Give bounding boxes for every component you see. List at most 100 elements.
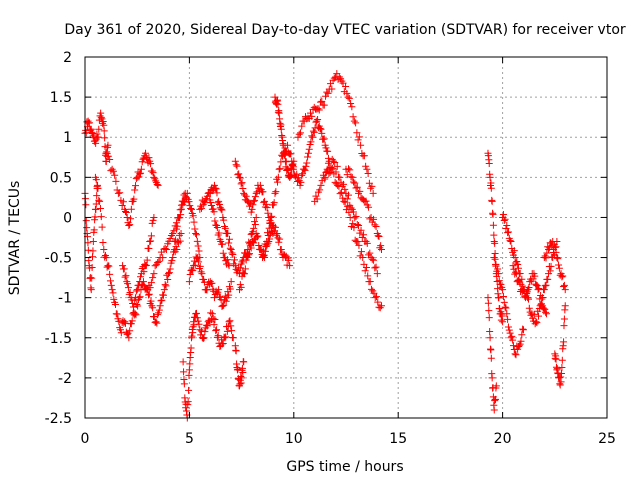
data-point-interp: [226, 285, 234, 293]
data-point-interp: [276, 235, 284, 243]
data-point: [240, 358, 248, 366]
data-point-interp: [215, 201, 223, 209]
data-point: [317, 125, 325, 133]
data-point-interp: [535, 284, 543, 292]
data-point-interp: [272, 188, 280, 196]
data-point-interp: [542, 308, 550, 316]
data-point-interp: [203, 322, 211, 330]
data-point: [294, 133, 302, 141]
data-point-interp: [195, 247, 203, 255]
data-point-interp: [543, 249, 551, 257]
data-point-interp: [226, 244, 234, 252]
data-point-interp: [556, 381, 564, 389]
data-point-interp: [93, 192, 101, 200]
data-point-interp: [490, 231, 498, 239]
data-point-interp: [347, 204, 355, 212]
data-point: [165, 270, 173, 278]
data-point: [344, 93, 352, 101]
data-point-interp: [107, 281, 115, 289]
data-point: [275, 165, 283, 173]
data-point-interp: [97, 113, 105, 121]
data-point-interp: [255, 242, 263, 250]
data-point-interp: [195, 320, 203, 328]
data-point-interp: [215, 229, 223, 237]
data-point: [150, 213, 158, 221]
data-point-interp: [218, 240, 226, 248]
data-point-interp: [166, 265, 174, 273]
data-point-interp: [502, 224, 510, 232]
data-point-interp: [526, 308, 534, 316]
data-point-interp: [308, 112, 316, 120]
data-point-interp: [324, 159, 332, 167]
data-point: [271, 189, 279, 197]
data-point: [225, 318, 233, 326]
data-point-interp: [194, 242, 202, 250]
data-point-interp: [336, 190, 344, 198]
data-point-interp: [552, 355, 560, 363]
data-point-interp: [487, 346, 495, 354]
data-point-interp: [95, 196, 103, 204]
data-point: [125, 334, 133, 342]
data-point-interp: [509, 336, 517, 344]
data-point-interp: [555, 261, 563, 269]
data-point-interp: [239, 369, 247, 377]
data-point-interp: [220, 223, 228, 231]
data-point-interp: [250, 197, 258, 205]
data-point-interp: [213, 224, 221, 232]
data-point: [121, 318, 129, 326]
data-point-interp: [510, 247, 518, 255]
data-point-interp: [314, 105, 322, 113]
data-point: [488, 197, 496, 205]
data-point: [185, 366, 193, 374]
data-point-interp: [203, 321, 211, 329]
data-point-interp: [85, 119, 93, 127]
data-point-interp: [355, 133, 363, 141]
data-point: [179, 197, 187, 205]
data-point-interp: [148, 167, 156, 175]
data-point-interp: [177, 205, 185, 213]
data-point: [334, 181, 342, 189]
data-point-interp: [164, 275, 172, 283]
data-point-interp: [115, 317, 123, 325]
data-point-interp: [529, 314, 537, 322]
data-point: [307, 109, 315, 117]
data-point-interp: [339, 180, 347, 188]
data-point-interp: [103, 263, 111, 271]
data-point-interp: [99, 119, 107, 127]
data-point: [125, 221, 133, 229]
data-point: [229, 334, 237, 342]
data-point: [490, 406, 498, 414]
data-point-interp: [497, 316, 505, 324]
data-point-interp: [90, 226, 98, 234]
x-tick-label: 0: [81, 431, 90, 447]
data-point: [321, 173, 329, 181]
data-point-interp: [351, 179, 359, 187]
data-point-interp: [330, 170, 338, 178]
data-point-interp: [106, 156, 114, 164]
y-tick-label: -0.5: [45, 251, 72, 267]
x-axis-label: GPS time / hours: [286, 459, 403, 475]
data-point-interp: [302, 162, 310, 170]
data-point-interp: [331, 159, 339, 167]
data-point: [131, 310, 139, 318]
data-point: [355, 221, 363, 229]
data-point-interp: [357, 248, 365, 256]
data-point-interp: [501, 215, 509, 223]
y-axis-label: SDTVAR / TECUs: [7, 181, 23, 296]
data-point-interp: [217, 205, 225, 213]
data-point-interp: [268, 212, 276, 220]
data-point-interp: [537, 291, 545, 299]
data-point-interp: [133, 300, 141, 308]
data-point-interp: [137, 169, 145, 177]
data-point-interp: [330, 74, 338, 82]
data-point-interp: [139, 281, 147, 289]
data-point-interp: [262, 200, 270, 208]
data-point-interp: [180, 380, 188, 388]
data-point-interp: [246, 250, 254, 258]
data-point-interp: [207, 309, 215, 317]
data-point-interp: [354, 136, 362, 144]
data-point-interp: [485, 314, 493, 322]
data-point: [540, 286, 548, 294]
data-point-interp: [82, 217, 90, 225]
data-point: [296, 181, 304, 189]
